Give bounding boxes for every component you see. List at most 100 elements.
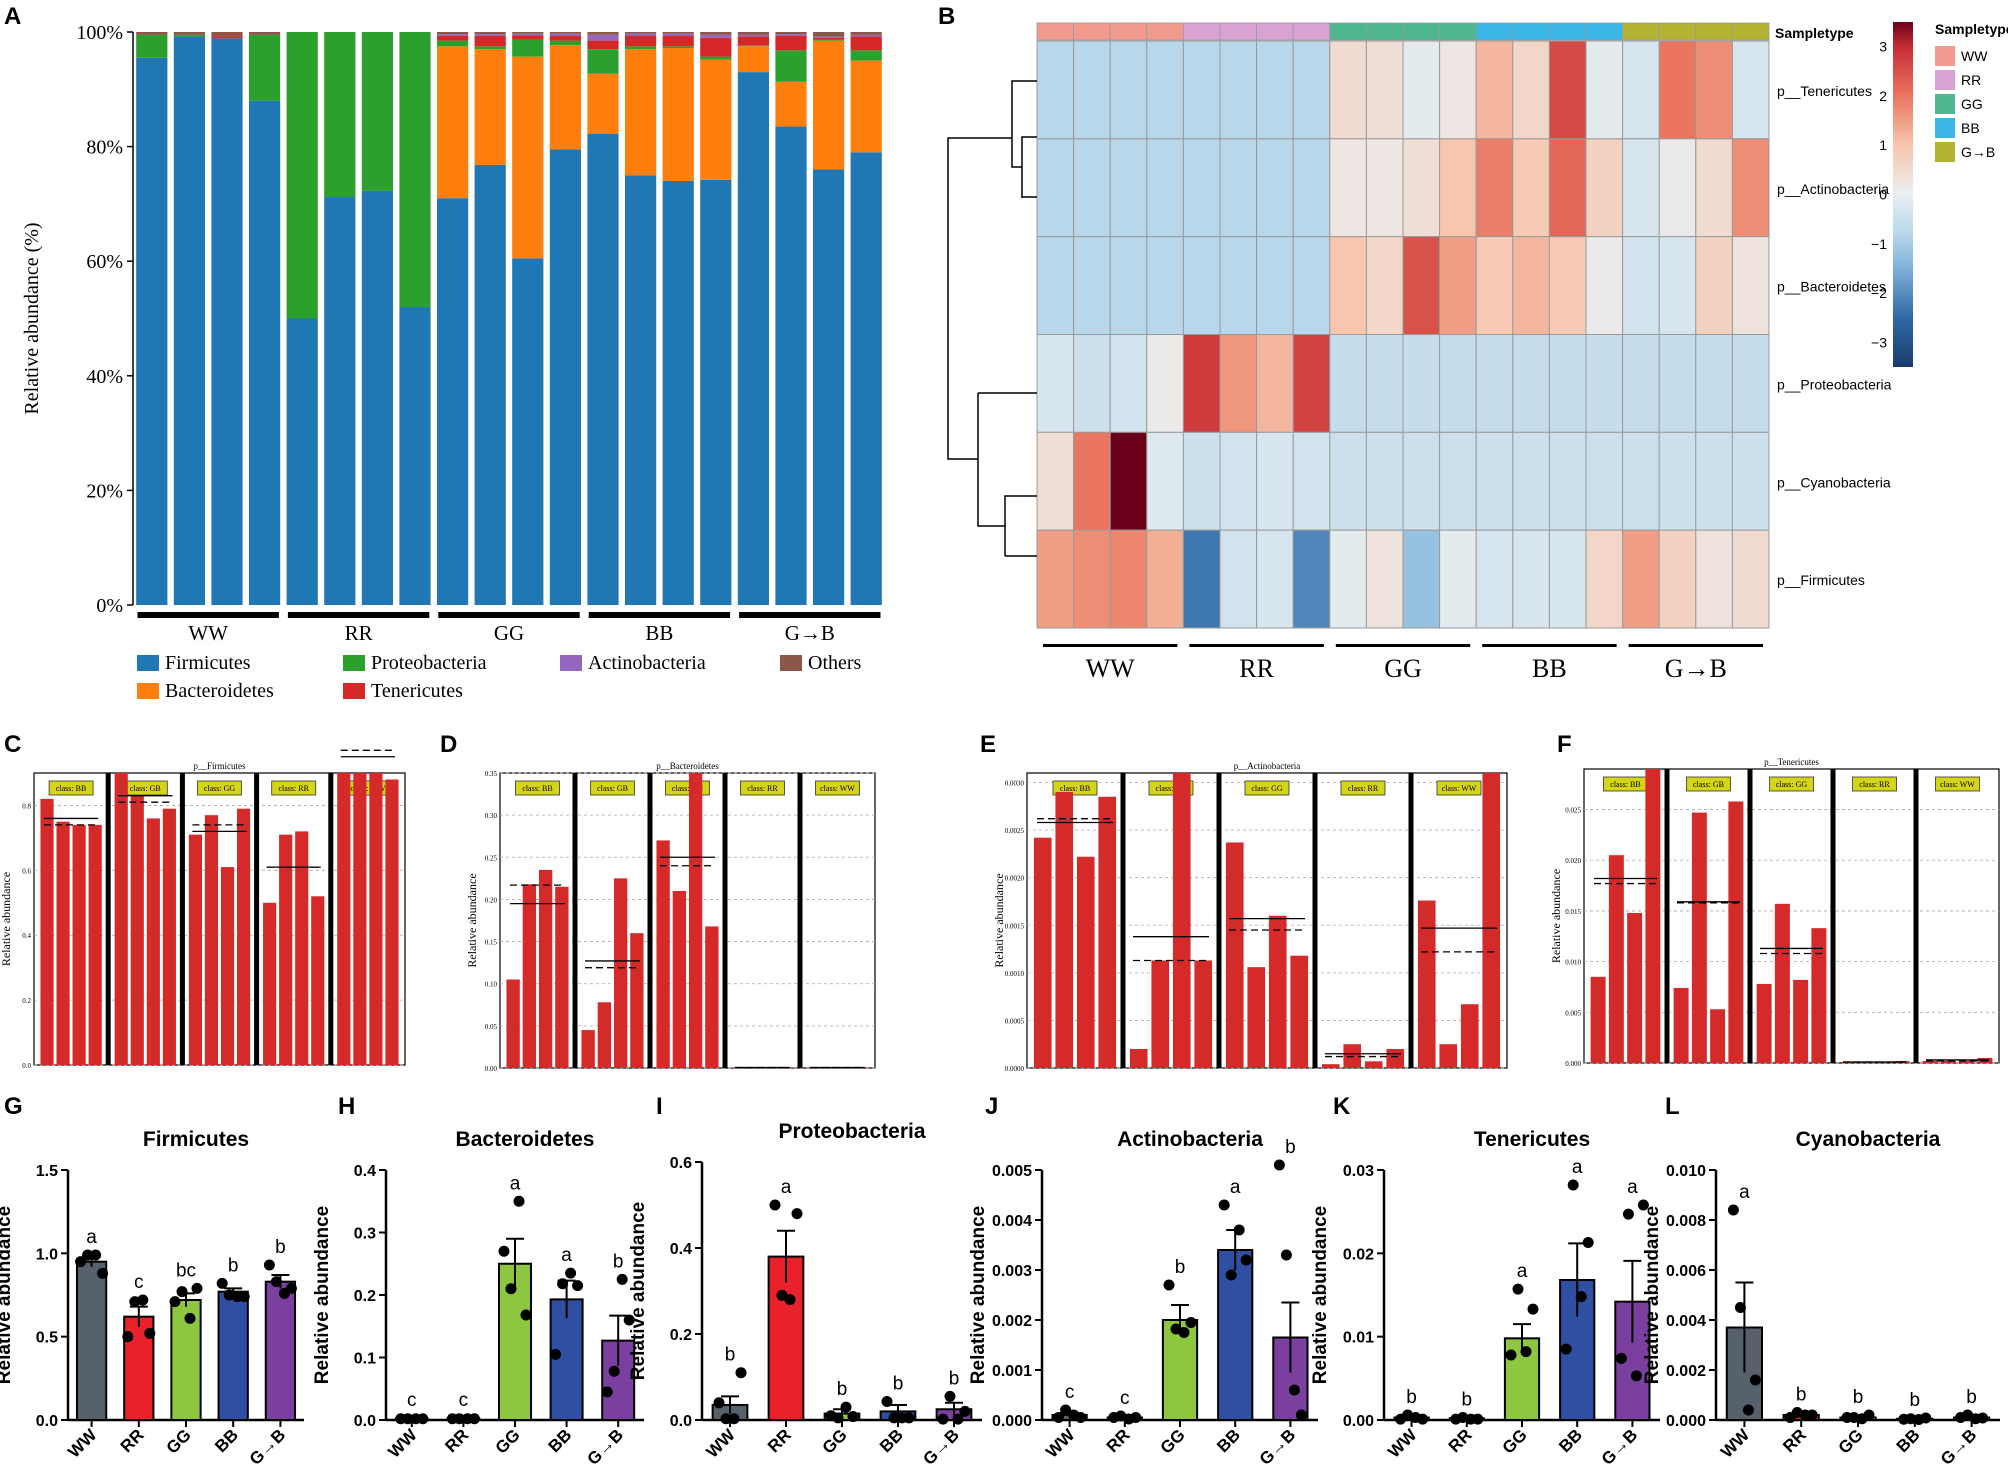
- panel-b-heatmap-cell: [1585, 431, 1624, 531]
- panel-b-heatmap: Sampletype p__Tenericutes p__Actinobacteri…: [947, 21, 2008, 683]
- panel-b-heatmap-cell: [1548, 138, 1587, 238]
- panel-f-class-divider: [1830, 769, 1836, 1063]
- panel-b-row-label: p__Bacteroidetes: [1777, 279, 1886, 295]
- panel-d-ytick-label: 0.30: [485, 812, 498, 820]
- panel-a-bar-segment: [850, 34, 882, 37]
- panel-b-heatmap-cell: [1622, 138, 1660, 238]
- panel-k-data-point: [1560, 1343, 1572, 1355]
- panel-d-class-divider: [572, 773, 578, 1068]
- panel-b-sampletype-cell: [1732, 22, 1770, 41]
- panel-g-data-point: [82, 1249, 94, 1261]
- panel-b-heatmap-cell: [1146, 236, 1184, 336]
- panel-i-ytick-label: 0.4: [670, 1241, 692, 1258]
- panel-j-xtick-label: GG: [1157, 1425, 1189, 1457]
- panel-g-data-point: [238, 1291, 250, 1303]
- panel-b-heatmap-cell: [1658, 236, 1697, 336]
- panel-d-bar: [630, 933, 644, 1068]
- panel-b-legend-swatch: [1935, 142, 1955, 162]
- panel-l-significance-letter: a: [1739, 1182, 1750, 1203]
- panel-e-ytick-label: 0.0025: [1005, 827, 1025, 835]
- panel-k-data-point: [1575, 1291, 1587, 1303]
- panel-g-data-point: [191, 1282, 203, 1294]
- panel-e-class-box: [1052, 780, 1098, 796]
- panel-b-heatmap-cell: [1256, 529, 1294, 629]
- panel-b-heatmap-cell: [1292, 236, 1331, 336]
- panel-b-heatmap-cell: [1585, 236, 1624, 336]
- panel-c-bar: [72, 824, 86, 1065]
- panel-c-bar: [263, 902, 277, 1065]
- panel-c-bar: [130, 795, 144, 1065]
- panel-b-legend-label: GG: [1961, 96, 1983, 112]
- panel-k-xtick-label: BB: [1555, 1425, 1586, 1456]
- panel-b-heatmap-cell: [1365, 334, 1404, 433]
- panel-g-significance-letter: b: [228, 1255, 239, 1276]
- panel-j-ytick-label: 0.001: [992, 1363, 1032, 1380]
- panel-k-data-point: [1527, 1303, 1539, 1315]
- panel-a-bar-segment: [286, 32, 318, 319]
- panel-b-heatmap-cell: [1182, 334, 1221, 433]
- panel-k-ytick-label: 0.00: [1343, 1413, 1374, 1430]
- panel-e-class-box: [1340, 780, 1386, 796]
- panel-i-data-point: [888, 1412, 900, 1424]
- panel-b-heatmap-cell: [1365, 431, 1404, 531]
- panel-h-y-axis-title: Relative abundance: [312, 1206, 333, 1384]
- panel-a-bar-segment: [474, 36, 506, 47]
- panel-a-bar-segment: [549, 149, 582, 605]
- panel-d-ytick-label: 0.25: [485, 854, 498, 862]
- panel-letter-c: C: [4, 731, 21, 758]
- panel-d-y-axis-title: Relative abundance: [465, 873, 479, 967]
- panel-b-heatmap-cell: [1622, 40, 1660, 140]
- panel-b-heatmap-cell: [1219, 334, 1258, 433]
- panel-d-bar: [522, 884, 537, 1068]
- panel-e-ytick-label: 0.0005: [1005, 1017, 1025, 1025]
- panel-k-significance-letter: a: [1572, 1157, 1583, 1178]
- panel-i-xtick-label: BB: [876, 1425, 907, 1456]
- panel-j-data-point: [1178, 1327, 1190, 1338]
- panel-b-sampletype-cell: [1073, 22, 1111, 41]
- panel-d-class-divider: [722, 773, 728, 1068]
- panel-k-data-point: [1417, 1413, 1429, 1425]
- panel-b-legend-swatch: [1935, 94, 1955, 114]
- panel-a-bar-segment: [850, 60, 882, 153]
- panel-b-sampletype-cell: [1219, 22, 1257, 41]
- panel-a-legend-swatch: [343, 655, 365, 671]
- panel-h-data-point: [608, 1365, 620, 1377]
- panel-d-class-divider: [647, 773, 653, 1068]
- panel-c-bar: [353, 773, 367, 1065]
- panel-a-bar-segment: [211, 38, 243, 606]
- panel-c-class-label: class: WW: [351, 784, 386, 793]
- panel-b-heatmap-cell: [1109, 334, 1148, 433]
- panel-a-bar-segment: [737, 45, 770, 47]
- panel-b-heatmap-cell: [1731, 138, 1770, 238]
- panel-a-bar-segment: [436, 198, 469, 606]
- panel-k-y-axis-title: Relative abundance: [1310, 1206, 1331, 1384]
- panel-g-bar: [217, 1290, 249, 1421]
- panel-b-heatmap-cell: [1402, 138, 1441, 238]
- panel-i-data-point: [937, 1413, 949, 1425]
- panel-b-heatmap-cell: [1548, 236, 1587, 336]
- panel-i-xtick-label: RR: [764, 1425, 795, 1456]
- panel-b-row-label: p__Tenericutes: [1777, 83, 1872, 99]
- panel-b-heatmap-cell: [1695, 236, 1733, 336]
- panel-a-ytick-label: 40%: [86, 366, 123, 388]
- panel-h-data-point: [520, 1309, 532, 1321]
- panel-i-xtick-label: G→B: [919, 1425, 962, 1468]
- panel-j-xtick-label: RR: [1103, 1425, 1134, 1456]
- panel-a-bar-segment: [587, 73, 619, 134]
- panel-b-scale-tick-label: 0: [1879, 187, 1887, 203]
- panel-e-class-label: class: GB: [1156, 784, 1187, 793]
- panel-l-data-point: [1977, 1412, 1989, 1424]
- panel-b-heatmap-cell: [1622, 236, 1660, 336]
- panel-b-heatmap-cell: [1585, 529, 1624, 629]
- panel-k-xtick-label: G→B: [1598, 1425, 1641, 1468]
- panel-b-sampletype-cell: [1585, 22, 1623, 41]
- panel-b-heatmap-cell: [1146, 40, 1184, 140]
- panel-i-data-point: [959, 1405, 971, 1417]
- panel-e-bar: [1172, 773, 1191, 1068]
- panel-k-title: Tenericutes: [1474, 1128, 1590, 1151]
- panel-a-group-bracket: [588, 612, 731, 618]
- panel-l-xtick-label: RR: [1779, 1425, 1810, 1456]
- panel-k-ytick-label: 0.01: [1343, 1330, 1374, 1347]
- panel-b-heatmap-cell: [1585, 334, 1624, 433]
- panel-letter-a: A: [4, 3, 21, 30]
